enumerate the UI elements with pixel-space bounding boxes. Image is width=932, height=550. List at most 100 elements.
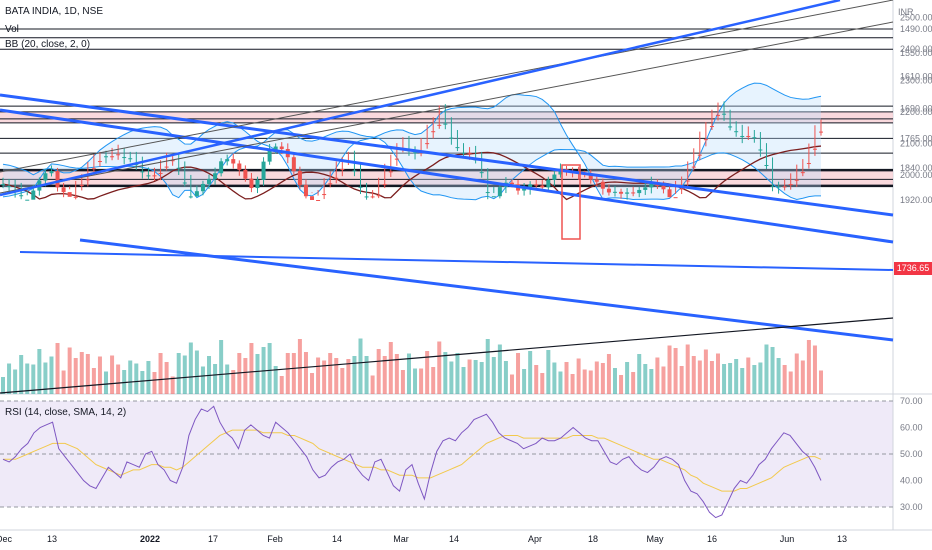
time-tick-label: Apr — [528, 534, 542, 544]
candle-body — [243, 169, 248, 179]
volume-bar — [255, 354, 260, 394]
candle-body — [546, 179, 551, 188]
candle-body — [812, 148, 817, 150]
volume-bar — [740, 368, 745, 394]
volume-bar — [806, 340, 811, 394]
volume-bar — [297, 339, 302, 394]
time-tick-label: 13 — [837, 534, 847, 544]
candle-body — [734, 131, 739, 133]
volume-bar — [776, 358, 781, 394]
candle-body — [388, 171, 393, 173]
volume-bar — [67, 347, 72, 394]
volume-bar — [552, 362, 557, 394]
volume-bar — [419, 368, 424, 394]
volume-bar — [328, 353, 333, 394]
candle-body — [431, 131, 436, 133]
legend-bb: BB (20, close, 2, 0) — [5, 38, 90, 51]
candle-body — [188, 196, 193, 198]
volume-bar — [812, 345, 817, 394]
volume-bar — [73, 358, 78, 394]
candle-body — [97, 161, 102, 163]
volume-bar — [558, 371, 563, 394]
price-tick-label: 1690.00 — [900, 104, 932, 114]
candle-body — [255, 179, 260, 189]
candle-body — [534, 184, 539, 186]
candle-body — [709, 126, 714, 128]
volume-bar — [225, 364, 230, 394]
rsi-line — [2, 405, 822, 519]
volume-bar — [794, 353, 799, 394]
volume-bar — [194, 350, 199, 394]
volume-bar — [703, 349, 708, 394]
currency-label: INR — [898, 6, 914, 19]
candle-body — [449, 137, 454, 139]
highlight-box — [561, 164, 581, 240]
candle-body — [800, 172, 805, 174]
candle-body — [273, 146, 278, 150]
candle-body — [522, 188, 527, 191]
long-trendline — [0, 317, 894, 394]
volume-bar — [485, 339, 490, 394]
candle-body — [31, 190, 36, 200]
volume-bar — [576, 358, 581, 394]
price-tick-label: 1920.00 — [900, 195, 932, 205]
candle-body — [116, 154, 121, 156]
candle-body — [61, 187, 66, 193]
volume-bar — [479, 362, 484, 394]
candle-body — [394, 158, 399, 160]
candle-body — [267, 149, 272, 162]
candle-body — [328, 183, 333, 185]
volume-bar — [594, 361, 599, 394]
rsi-tick-label: 40.00 — [900, 476, 923, 486]
time-tick-label: 13 — [47, 534, 57, 544]
candle-body — [340, 168, 345, 170]
candle-body — [261, 161, 266, 180]
candle-body — [479, 172, 484, 174]
candle-body — [794, 179, 799, 181]
candle-body — [382, 184, 387, 186]
volume-bar — [243, 358, 248, 394]
time-tick-label: Jun — [780, 534, 795, 544]
legend-symbol: BATA INDIA, 1D, NSE — [5, 5, 103, 18]
volume-bar — [491, 357, 496, 394]
candle-body — [764, 165, 769, 167]
candle-body — [225, 159, 230, 162]
volume-bar — [394, 354, 399, 394]
volume-bar — [679, 366, 684, 394]
volume-bar — [734, 359, 739, 394]
candle-body — [122, 157, 127, 159]
volume-bar — [49, 356, 54, 394]
candle-body — [79, 184, 84, 186]
volume-bar — [316, 357, 321, 394]
volume-bar — [746, 357, 751, 394]
volume-bar — [279, 376, 284, 394]
volume-bar — [116, 364, 121, 394]
volume-bar — [546, 350, 551, 394]
candle-body — [43, 173, 48, 181]
last-price-value: 1736.65 — [896, 263, 930, 273]
volume-bar — [31, 364, 36, 394]
price-tick-label: 1550.00 — [900, 48, 932, 58]
volume-bar — [291, 353, 296, 394]
zone-supply-0 — [0, 111, 893, 123]
time-tick-label: Feb — [267, 534, 283, 544]
volume-bar — [728, 363, 733, 394]
candle-body — [715, 114, 720, 116]
volume-bar — [176, 353, 181, 394]
trendline-3 — [19, 251, 894, 271]
bb-upper-line — [2, 128, 822, 201]
volume-bar — [467, 359, 472, 394]
candle-body — [249, 178, 254, 189]
volume-bar — [449, 361, 454, 394]
time-tick-label: May — [646, 534, 664, 544]
price-tick-label: 2500.00 — [900, 13, 932, 23]
candle-body — [637, 189, 642, 194]
candle-body — [310, 196, 315, 200]
candle-body — [164, 166, 169, 168]
candle-body — [110, 156, 115, 158]
volume-bar — [570, 374, 575, 394]
volume-bar — [413, 368, 418, 394]
volume-bar — [697, 360, 702, 394]
trendline-1 — [0, 108, 894, 244]
